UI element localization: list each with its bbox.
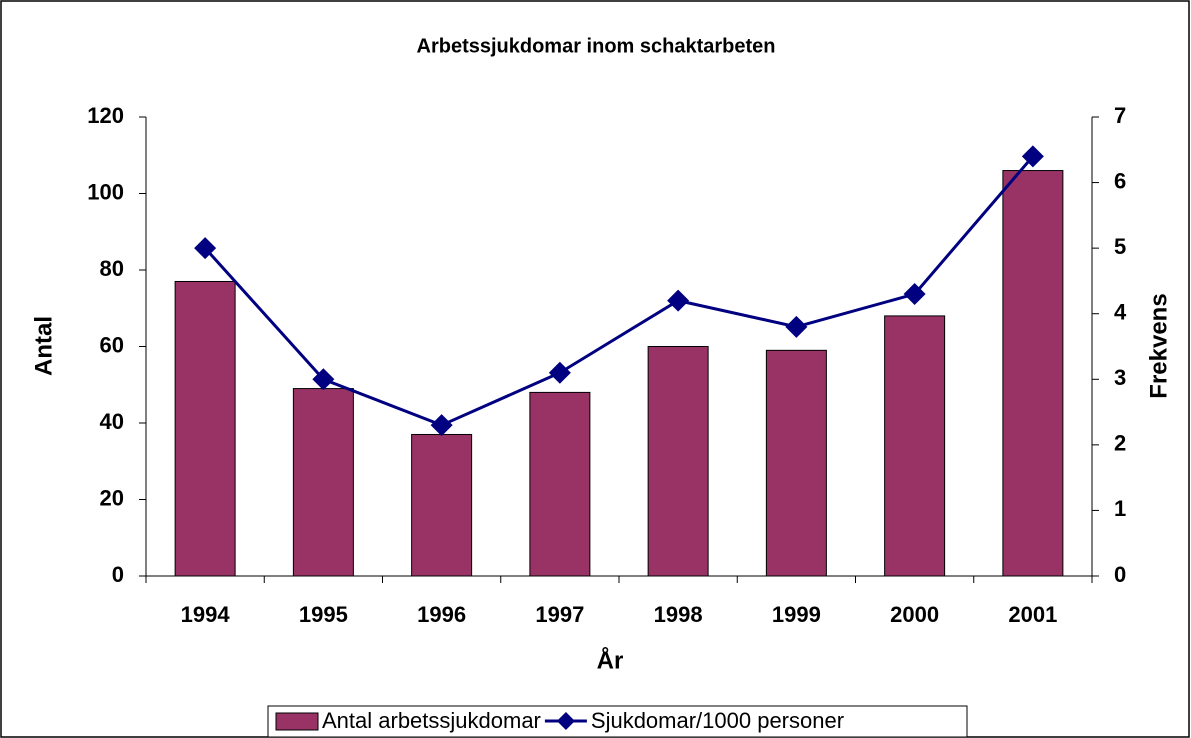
y2-tick-label: 5 [1114,234,1126,259]
x-tick-label: 2001 [1008,602,1057,627]
y-axis-label: Antal [30,316,57,376]
marker [785,315,808,338]
marker [903,283,926,306]
x-tick-label: 1999 [772,602,821,627]
y-tick-label: 100 [87,179,124,204]
y2-tick-label: 1 [1114,496,1126,521]
marker [548,361,571,384]
legend-label: Sjukdomar/1000 personer [591,708,844,733]
bar [647,346,709,577]
x-tick-label: 1998 [654,602,703,627]
y-tick-label: 120 [87,103,124,128]
y2-tick-label: 2 [1114,431,1126,456]
bar [411,433,473,577]
x-tick-label: 1995 [299,602,348,627]
marker [194,237,217,260]
x-tick-label: 1994 [181,602,231,627]
y2-tick-label: 4 [1114,300,1127,325]
y-tick-label: 40 [100,409,124,434]
x-tick-label: 1997 [535,602,584,627]
legend-swatch [275,712,319,731]
bar [884,315,946,577]
y2-tick-label: 6 [1114,168,1126,193]
marker [312,368,335,391]
y-tick-label: 0 [112,562,124,587]
y-tick-label: 60 [100,332,124,357]
bar [292,388,354,577]
legend-swatch [556,712,575,730]
bar [765,349,827,577]
y-tick-label: 80 [100,256,124,281]
bar [174,280,236,577]
y2-tick-label: 0 [1114,562,1126,587]
marker [667,289,690,312]
y-tick-label: 20 [100,485,124,510]
marker [430,414,453,437]
y2-axis-label: Frekvens [1145,293,1172,398]
bar [529,391,591,577]
legend-box [267,705,968,738]
y2-tick-label: 3 [1114,365,1126,390]
x-tick-label: 2000 [890,602,939,627]
x-tick-label: 1996 [417,602,466,627]
bar [1002,170,1064,577]
chart-title: Arbetssjukdomar inom schaktarbeten [417,35,776,57]
x-axis-label: År [597,646,624,674]
legend-label: Antal arbetssjukdomar [322,708,541,733]
y2-tick-label: 7 [1114,103,1126,128]
line [204,155,1035,427]
marker [1021,145,1044,168]
